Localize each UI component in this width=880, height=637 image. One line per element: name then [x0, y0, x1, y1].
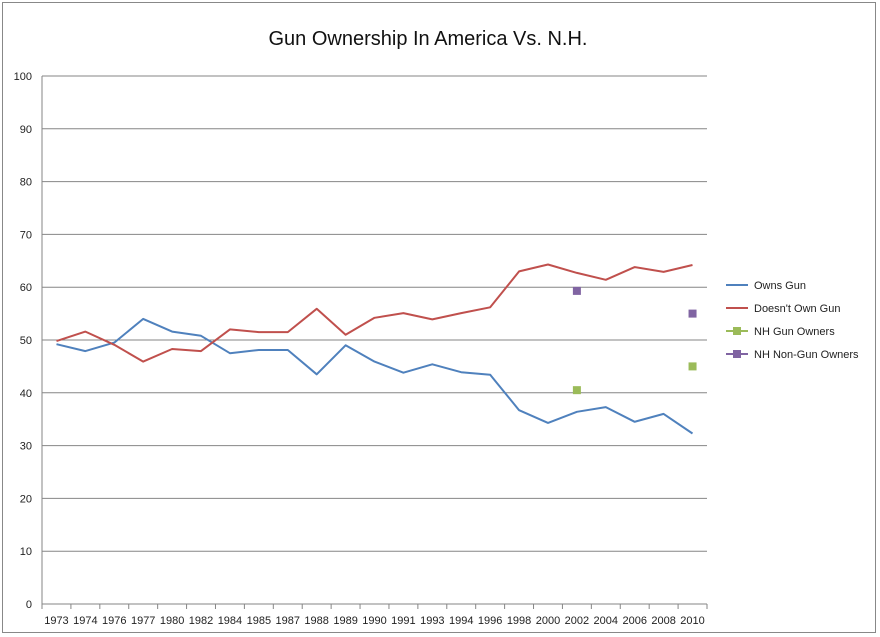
x-tick-label: 1984 — [218, 615, 242, 627]
series-line-doesn-t-own-gun — [56, 263, 693, 363]
y-tick-label: 60 — [20, 282, 32, 294]
y-tick-label: 50 — [20, 335, 32, 347]
x-tick-label: 1976 — [102, 615, 126, 627]
series — [56, 263, 697, 435]
gridlines — [42, 75, 707, 552]
x-tick-label: 1973 — [44, 615, 68, 627]
x-tick-label: 1989 — [333, 615, 357, 627]
chart-title: Gun Ownership In America Vs. N.H. — [268, 28, 587, 50]
marker-nh-gun-owners — [572, 386, 581, 395]
marker-nh-non-gun-owners — [572, 286, 581, 295]
legend-label: Doesn't Own Gun — [754, 303, 840, 315]
legend-label: NH Gun Owners — [754, 326, 835, 338]
x-tick-label: 1987 — [276, 615, 300, 627]
x-tick-label: 1998 — [507, 615, 531, 627]
x-tick-label: 2000 — [536, 615, 560, 627]
x-tick-label: 2008 — [651, 615, 675, 627]
x-tick-label: 2010 — [680, 615, 704, 627]
legend: Owns Gun Doesn't Own Gun NH Gun Owners NH N… — [726, 280, 859, 361]
x-tick-label: 1991 — [391, 615, 415, 627]
x-tick-label: 1982 — [189, 615, 213, 627]
series-line-owns-gun — [56, 317, 694, 435]
x-tick-label: 1996 — [478, 615, 502, 627]
legend-label: NH Non-Gun Owners — [754, 349, 859, 361]
legend-entry-nh-non-gun-owners: NH Non-Gun Owners — [726, 349, 859, 361]
x-tick-label: 2004 — [594, 615, 618, 627]
legend-entry-nh-gun-owners: NH Gun Owners — [726, 326, 835, 338]
y-tick-label: 40 — [20, 388, 32, 400]
x-tick-label: 1988 — [304, 615, 328, 627]
axes: 0 10 20 30 40 50 60 70 80 90 100 1973 1974 1976 1977 19… — [14, 71, 708, 627]
x-tick-label: 2002 — [565, 615, 589, 627]
marker-nh-non-gun-owners — [688, 309, 697, 318]
x-tick-label: 2006 — [622, 615, 646, 627]
y-tick-label: 0 — [26, 599, 32, 611]
y-tick-label: 70 — [20, 229, 32, 241]
x-tick-label: 1985 — [247, 615, 271, 627]
legend-swatch-marker — [733, 327, 741, 335]
legend-entry-doesn-t-own-gun: Doesn't Own Gun — [726, 303, 840, 315]
legend-swatch-marker — [733, 350, 741, 358]
x-tick-label: 1980 — [160, 615, 184, 627]
y-tick-label: 20 — [20, 493, 32, 505]
x-tick-label: 1993 — [420, 615, 444, 627]
y-tick-label: 90 — [20, 124, 32, 136]
y-tick-label: 100 — [14, 71, 32, 83]
marker-nh-gun-owners — [688, 362, 697, 371]
x-tick-label: 1990 — [362, 615, 386, 627]
legend-label: Owns Gun — [754, 280, 806, 292]
x-tick-label: 1977 — [131, 615, 155, 627]
y-tick-label: 10 — [20, 546, 32, 558]
legend-entry-owns-gun: Owns Gun — [726, 280, 806, 292]
y-tick-label: 30 — [20, 441, 32, 453]
x-tick-label: 1974 — [73, 615, 97, 627]
y-tick-label: 80 — [20, 177, 32, 189]
x-tick-label: 1994 — [449, 615, 473, 627]
